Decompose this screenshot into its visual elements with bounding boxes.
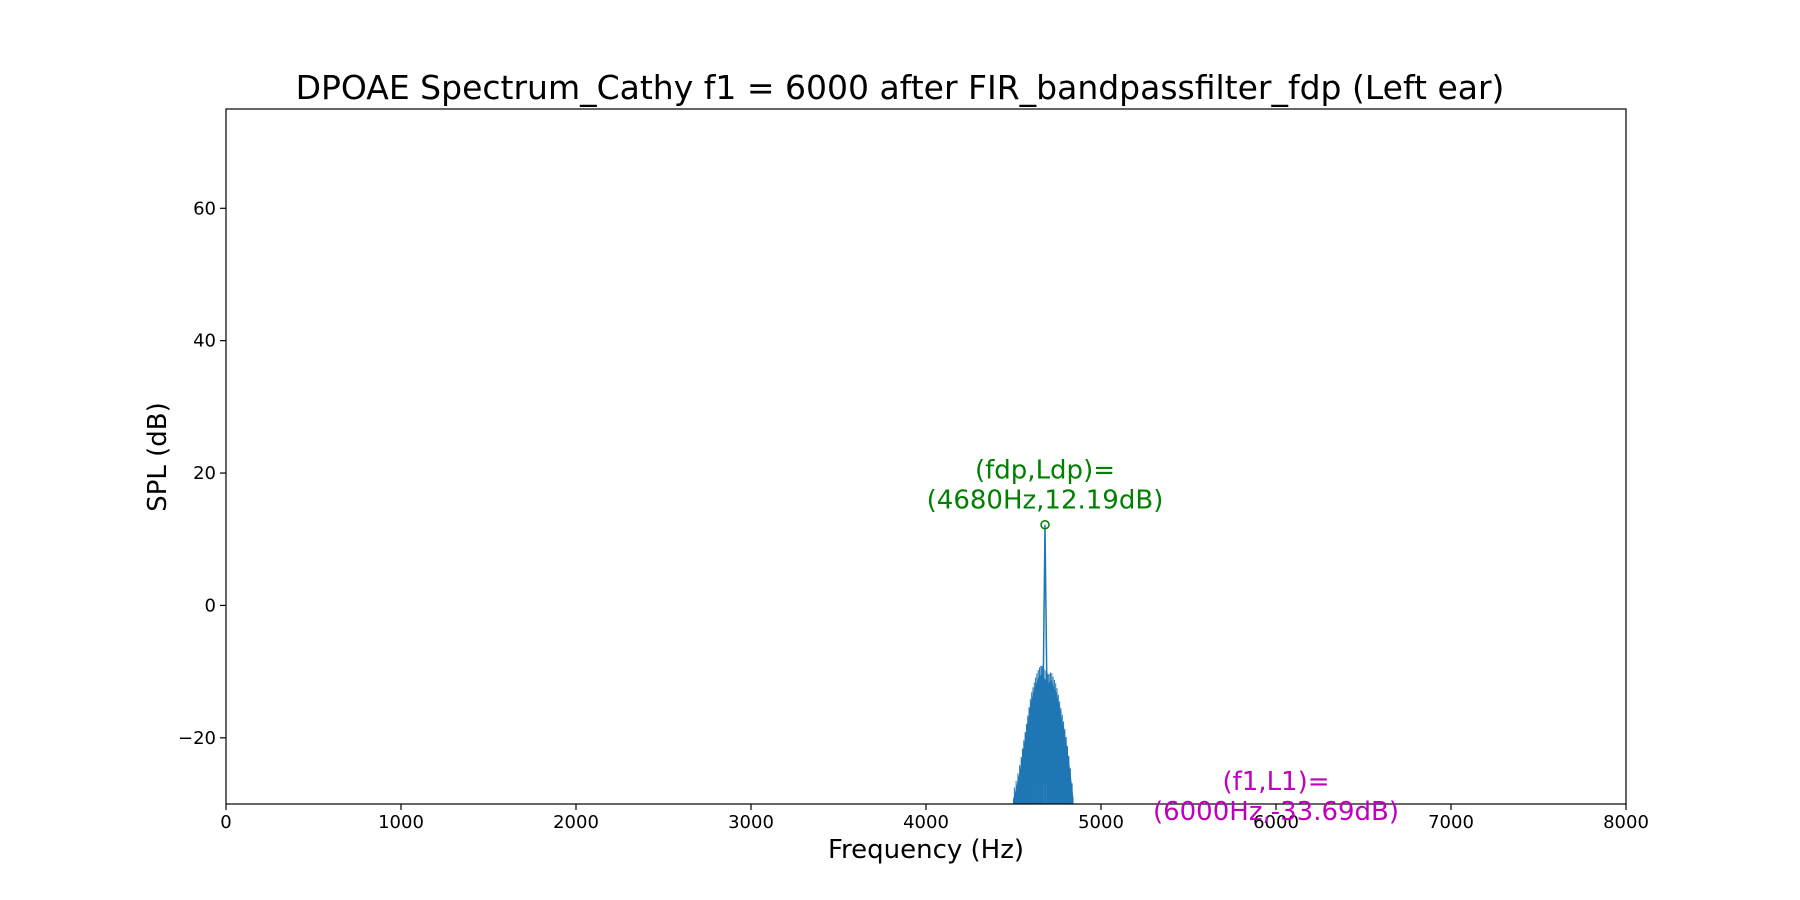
annotation-label: (6000Hz,-33.69dB): [1153, 797, 1399, 827]
annotations: (fdp,Ldp)=(4680Hz,12.19dB) (f1,L1)=(6000H…: [927, 456, 1399, 827]
x-tick-label: 7000: [1428, 812, 1474, 833]
plot-area: [1012, 524, 1074, 804]
y-tick-label: −20: [178, 728, 216, 749]
y-tick-label: 40: [193, 331, 216, 352]
x-tick-label: 6000: [1253, 812, 1299, 833]
annotation-label: (f1,L1)=: [1222, 767, 1329, 797]
annotation-label: (4680Hz,12.19dB): [927, 486, 1164, 516]
y-tick-label: 60: [193, 198, 216, 219]
x-tick-label: 2000: [553, 812, 599, 833]
x-tick-label: 8000: [1603, 812, 1649, 833]
x-tick-label: 5000: [1078, 812, 1124, 833]
y-tick-label: 20: [193, 463, 216, 484]
y-axis: −20 0 20 40 60: [178, 198, 226, 749]
chart-title: DPOAE Spectrum_Cathy f1 = 6000 after FIR…: [296, 68, 1505, 107]
annotation-marker: [1040, 519, 1050, 530]
x-axis-label: Frequency (Hz): [828, 835, 1024, 865]
annotation-label: (fdp,Ldp)=: [975, 456, 1115, 486]
axes-frame: [225, 108, 1627, 805]
x-axis: 0 1000 2000 3000 4000 5000 6000 7000 8000: [220, 804, 1649, 833]
x-tick-label: 3000: [728, 812, 774, 833]
spectrum-series-line: [1012, 524, 1074, 801]
x-tick-label: 4000: [903, 812, 949, 833]
y-tick-label: 0: [205, 595, 216, 616]
x-tick-label: 0: [220, 812, 231, 833]
y-axis-label: SPL (dB): [143, 402, 173, 512]
x-tick-label: 1000: [378, 812, 424, 833]
